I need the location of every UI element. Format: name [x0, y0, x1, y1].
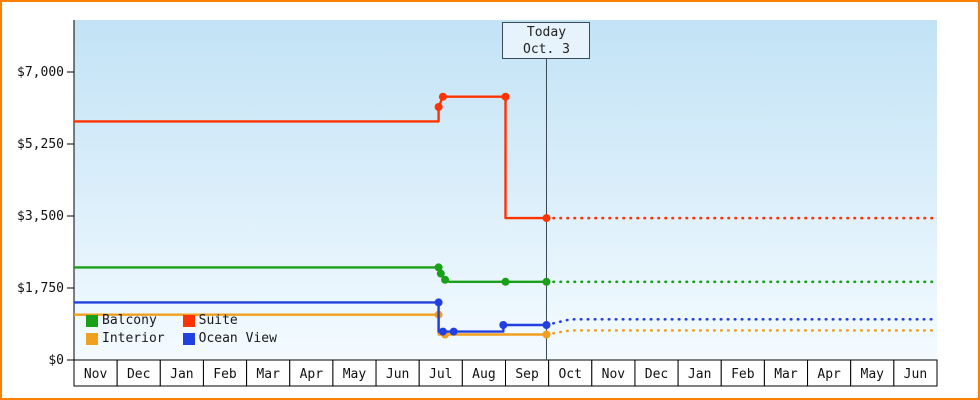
today-label: Today [526, 25, 567, 40]
month-label: Apr [300, 367, 324, 382]
month-cell [461, 359, 507, 387]
month-label: Jun [386, 367, 409, 382]
month-label: Aug [472, 367, 495, 382]
month-cell [332, 359, 377, 387]
legend-label: Ocean View [198, 331, 277, 346]
legend-label: Suite [198, 313, 238, 328]
month-cell [763, 359, 809, 387]
ocean-view-line-projected [545, 317, 939, 327]
balcony-price-point [542, 277, 551, 286]
suite-price-point [434, 103, 443, 111]
balcony-price-point [501, 277, 510, 286]
month-label: Feb [213, 367, 237, 382]
ocean-view-price-point [542, 321, 551, 329]
month-cell [720, 359, 765, 387]
month-cell [591, 359, 636, 387]
balcony-line-solid [74, 266, 547, 283]
suite-price-point [542, 214, 551, 223]
month-label: Sep [515, 367, 539, 382]
today-date: Oct. 3 [523, 42, 570, 57]
month-label: Jan [170, 367, 193, 382]
month-label: Nov [84, 367, 108, 382]
y-axis-label: $5,250 [17, 137, 64, 152]
y-axis-label: $0 [48, 353, 64, 368]
legend-swatch [86, 332, 98, 345]
month-cell [375, 359, 420, 387]
suite-price-point [438, 92, 447, 101]
balcony-price-point [441, 275, 450, 284]
month-label: May [861, 367, 885, 382]
month-label: Dec [645, 367, 668, 382]
y-axis-label: $1,750 [17, 281, 64, 296]
month-cell [418, 359, 463, 387]
ocean-view-price-point [449, 327, 458, 336]
balcony-price-point [434, 263, 443, 272]
month-label: Dec [127, 367, 150, 382]
balcony-price-point [436, 269, 445, 278]
y-axis-label: $7,000 [17, 65, 64, 80]
ocean-view-price-point [499, 321, 508, 329]
legend-label: Interior [102, 331, 165, 346]
month-label: Mar [256, 367, 280, 382]
month-cell [850, 359, 895, 387]
suite-price-point [501, 92, 510, 101]
today-marker-box: Today Oct. 3 [502, 22, 591, 59]
month-cell [634, 359, 679, 387]
month-label: Apr [817, 367, 841, 382]
legend-item-ocean-view: Ocean View [182, 331, 277, 346]
legend-label: Balcony [102, 313, 157, 328]
month-cell [893, 359, 938, 387]
month-label: Jun [904, 367, 927, 382]
month-cell [159, 359, 204, 387]
legend-item-interior: Interior [86, 331, 165, 346]
legend: Balcony Suite Interior Ocean View [86, 313, 277, 346]
ocean-view-price-point [434, 298, 443, 307]
month-label: May [343, 367, 367, 382]
suite-line-solid [74, 95, 547, 220]
month-label: Nov [602, 367, 626, 382]
interior-price-point [542, 330, 551, 339]
interior-line-projected [545, 329, 939, 336]
ocean-view-line-solid [74, 301, 547, 333]
month-label: Jan [688, 367, 711, 382]
month-label: Jul [429, 367, 452, 382]
month-label: Oct [558, 367, 581, 382]
month-label: Feb [731, 367, 755, 382]
month-cell [505, 359, 550, 387]
ocean-view-price-point [438, 327, 447, 336]
legend-swatch [182, 332, 195, 345]
legend-swatch [86, 314, 98, 327]
month-label: Mar [774, 367, 798, 382]
month-cell [73, 359, 118, 387]
legend-swatch [182, 314, 195, 327]
y-axis-label: $3,500 [17, 209, 64, 224]
legend-item-suite: Suite [182, 313, 277, 328]
legend-item-balcony: Balcony [86, 313, 165, 328]
